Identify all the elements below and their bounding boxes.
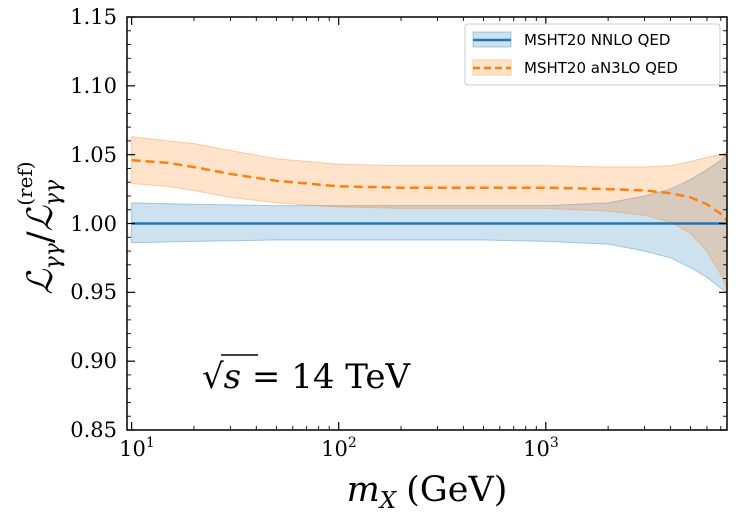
legend: MSHT20 NNLO QED MSHT20 aN3LO QED — [464, 23, 721, 86]
y-tick-label: 0.90 — [70, 349, 117, 373]
y-tick-label: 1.00 — [70, 212, 117, 236]
y-tick-label: 1.15 — [70, 5, 117, 29]
series-lines — [131, 158, 727, 225]
x-tick-label: 102 — [321, 435, 357, 461]
x-axis-title: mX (GeV) — [347, 470, 508, 514]
series-line-an3lo — [131, 158, 727, 222]
x-tick-labels: 101 102 103 — [119, 435, 559, 461]
y-tick-label: 1.05 — [70, 143, 117, 167]
y-tick-label: 0.95 — [70, 280, 117, 304]
y-tick-labels: 0.85 0.90 0.95 1.00 1.05 1.10 1.15 — [70, 5, 117, 442]
y-axis-title: ℒγγ/ℒγγ(ref) — [13, 161, 66, 294]
legend-box — [464, 23, 721, 86]
y-tick-label: 1.10 — [70, 74, 117, 98]
energy-annotation: √s = 14 TeV — [202, 357, 411, 397]
legend-label-an3lo: MSHT20 aN3LO QED — [524, 59, 678, 77]
legend-label-nnlo: MSHT20 NNLO QED — [524, 31, 670, 49]
x-tick-label: 101 — [119, 435, 155, 461]
axis-ticks — [127, 16, 727, 431]
x-tick-label: 103 — [523, 435, 559, 461]
y-tick-label: 0.85 — [70, 418, 117, 442]
band-an3lo — [131, 136, 727, 290]
uncertainty-bands — [131, 136, 727, 293]
